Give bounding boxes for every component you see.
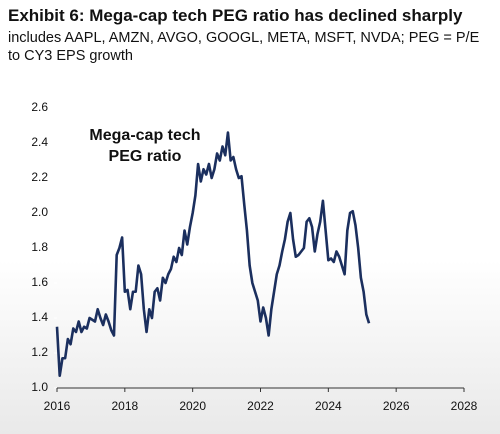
y-tick-label: 2.0 [31, 205, 48, 219]
line-series [55, 131, 371, 378]
annotation: Mega-cap tech [89, 127, 200, 144]
y-tick-label: 1.8 [31, 240, 48, 254]
chart-title: Exhibit 6: Mega-cap tech PEG ratio has d… [8, 6, 463, 25]
y-tick-label: 1.6 [31, 275, 48, 289]
x-tick-label: 2018 [111, 399, 138, 413]
y-tick-label: 1.4 [31, 310, 48, 324]
x-tick-label: 2024 [315, 399, 342, 413]
y-tick-label: 1.0 [31, 380, 48, 394]
annotation: PEG ratio [109, 148, 182, 165]
y-tick-label: 2.2 [31, 170, 48, 184]
x-tick-label: 2026 [383, 399, 410, 413]
y-tick-label: 2.6 [31, 100, 48, 114]
y-tick-label: 2.4 [31, 135, 48, 149]
x-tick-label: 2028 [451, 399, 478, 413]
x-tick-label: 2022 [247, 399, 274, 413]
y-tick-label: 1.2 [31, 345, 48, 359]
x-tick-label: 2016 [44, 399, 71, 413]
x-tick-label: 2020 [179, 399, 206, 413]
chart-subtitle: includes AAPL, AMZN, AVGO, GOOGL, META, … [8, 30, 480, 64]
